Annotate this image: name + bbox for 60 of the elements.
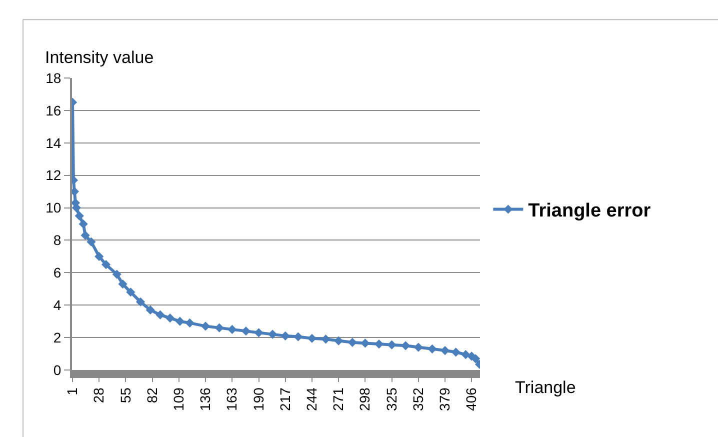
y-tick-label: 6 [53, 264, 62, 281]
point [414, 342, 423, 352]
legend-label: Triangle error [528, 200, 652, 222]
x-tick-label: 109 [170, 387, 186, 411]
y-tick-label: 12 [46, 167, 62, 184]
point [228, 324, 237, 334]
point [74, 211, 84, 220]
point [94, 252, 104, 261]
x-tick-label: 136 [197, 387, 214, 411]
x-tick-label: 82 [144, 387, 160, 404]
x-tick-label: 298 [356, 387, 373, 411]
point [214, 323, 224, 332]
point [101, 260, 111, 270]
point [280, 331, 290, 340]
y-tick-label: 10 [46, 200, 62, 216]
y-tick-label: 14 [46, 134, 62, 151]
point [241, 326, 250, 336]
point [136, 297, 146, 306]
x-tick-label: 379 [436, 387, 453, 411]
point [146, 305, 155, 315]
point [80, 230, 90, 240]
x-tick-label: 217 [276, 387, 293, 411]
x-tick-label: 163 [224, 387, 240, 411]
point [451, 348, 460, 357]
x-axis-title: Triangle [515, 378, 576, 397]
point [440, 346, 450, 356]
y-tick-label: 18 [46, 70, 62, 86]
point [86, 237, 96, 246]
point [348, 338, 357, 347]
point [374, 339, 384, 349]
x-tick-label: 28 [90, 387, 107, 404]
x-tick-label: 406 [463, 387, 480, 411]
point [428, 344, 437, 354]
y-tick-label: 0 [53, 362, 62, 378]
point [200, 322, 210, 331]
x-tick-label: 352 [410, 387, 426, 411]
point [321, 334, 330, 344]
x-tick-label: 190 [250, 387, 266, 411]
x-tick-label: 271 [330, 387, 346, 411]
point [185, 318, 194, 328]
point [334, 336, 344, 346]
point [156, 310, 165, 320]
x-tick-label: 55 [117, 387, 134, 404]
point [254, 328, 264, 338]
y-tick-label: 4 [53, 297, 62, 314]
point [175, 316, 184, 326]
x-tick-label: 325 [383, 387, 400, 411]
x-tick-label: 244 [304, 387, 320, 411]
point [401, 341, 410, 350]
x-tick-label: 1 [64, 387, 80, 396]
y-tick-label: 8 [53, 232, 62, 248]
point [78, 219, 88, 229]
y-tick-label: 16 [46, 102, 62, 118]
y-axis-title: Intensity value [45, 48, 154, 67]
point [118, 279, 128, 289]
point [112, 270, 122, 279]
point [126, 288, 136, 297]
point [166, 314, 175, 323]
point [268, 330, 278, 339]
y-tick-label: 2 [53, 329, 62, 346]
